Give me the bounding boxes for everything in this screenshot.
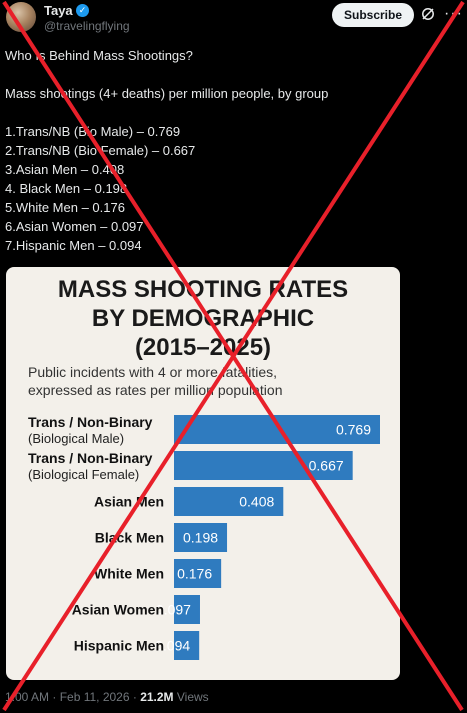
chart-subtitle: Public incidents with 4 or more fataliti… <box>28 363 388 399</box>
timestamp[interactable]: 1:00 AM · Feb 11, 2026 · <box>5 690 141 704</box>
verified-badge-icon: ✓ <box>76 4 89 17</box>
more-options-icon[interactable]: ··· <box>444 5 463 22</box>
post-meta: 1:00 AM · Feb 11, 2026 · 21.2M Views <box>5 690 209 704</box>
post-text-line <box>5 103 460 122</box>
chart-category-label: Trans / Non-Binary <box>28 414 153 430</box>
chart-category-label: Asian Men <box>94 494 164 510</box>
grok-icon[interactable] <box>421 7 435 21</box>
views-label: Views <box>173 690 209 704</box>
chart-value-label: 0.667 <box>309 458 344 474</box>
post-text-line: 3.Asian Men – 0.408 <box>5 162 125 177</box>
post-text-line: 5.White Men – 0.176 <box>5 200 125 215</box>
post-text-line: 2.Trans/NB (Bio Female) – 0.667 <box>5 143 196 158</box>
chart-title-line: MASS SHOOTING RATES <box>57 276 349 303</box>
chart-category-sublabel: (Biological Female) <box>28 467 139 482</box>
author-handle[interactable]: @travelingflying <box>44 19 130 33</box>
post-header: Taya ✓ @travelingflying Subscribe ··· <box>0 0 467 40</box>
chart-category-label: Trans / Non-Binary <box>28 450 153 466</box>
author-name[interactable]: Taya <box>44 3 73 18</box>
chart-category-label: White Men <box>94 566 164 582</box>
avatar[interactable] <box>6 2 36 32</box>
chart-title-line: (2015–2025) <box>134 334 272 361</box>
post-text-line <box>5 65 460 84</box>
post-text-line: 7.Hispanic Men – 0.094 <box>5 238 142 253</box>
chart-category-label: Asian Women <box>72 602 164 618</box>
subscribe-button[interactable]: Subscribe <box>332 3 414 27</box>
chart-category-sublabel: (Biological Male) <box>28 431 124 446</box>
chart-value-label: 0.198 <box>183 530 218 546</box>
chart-title: MASS SHOOTING RATES BY DEMOGRAPHIC (2015… <box>6 275 400 362</box>
chart-category-label: Hispanic Men <box>74 638 164 654</box>
post-text-line: Mass shootings (4+ deaths) per million p… <box>5 86 329 101</box>
post-text-line: 1.Trans/NB (Bio Male) – 0.769 <box>5 124 181 139</box>
chart-subtitle-line: expressed as rates per million populatio… <box>28 382 283 398</box>
chart-value-label: 0.408 <box>239 494 274 510</box>
chart-title-line: BY DEMOGRAPHIC <box>91 305 315 332</box>
views-count: 21.2M <box>140 690 174 704</box>
post-text-line: 6.Asian Women – 0.097 <box>5 219 144 234</box>
chart-category-label: Black Men <box>95 530 164 546</box>
post-text-line: 4. Black Men – 0.198 <box>5 181 128 196</box>
post-image[interactable]: MASS SHOOTING RATES BY DEMOGRAPHIC (2015… <box>6 267 400 680</box>
chart-subtitle-line: Public incidents with 4 or more fataliti… <box>28 364 277 380</box>
post-text-line: Who Is Behind Mass Shootings? <box>5 48 193 63</box>
chart-value-label: 0.176 <box>177 566 212 582</box>
post-text: Who Is Behind Mass Shootings? Mass shooti… <box>5 46 460 255</box>
chart-value-label: 0.769 <box>336 422 371 438</box>
